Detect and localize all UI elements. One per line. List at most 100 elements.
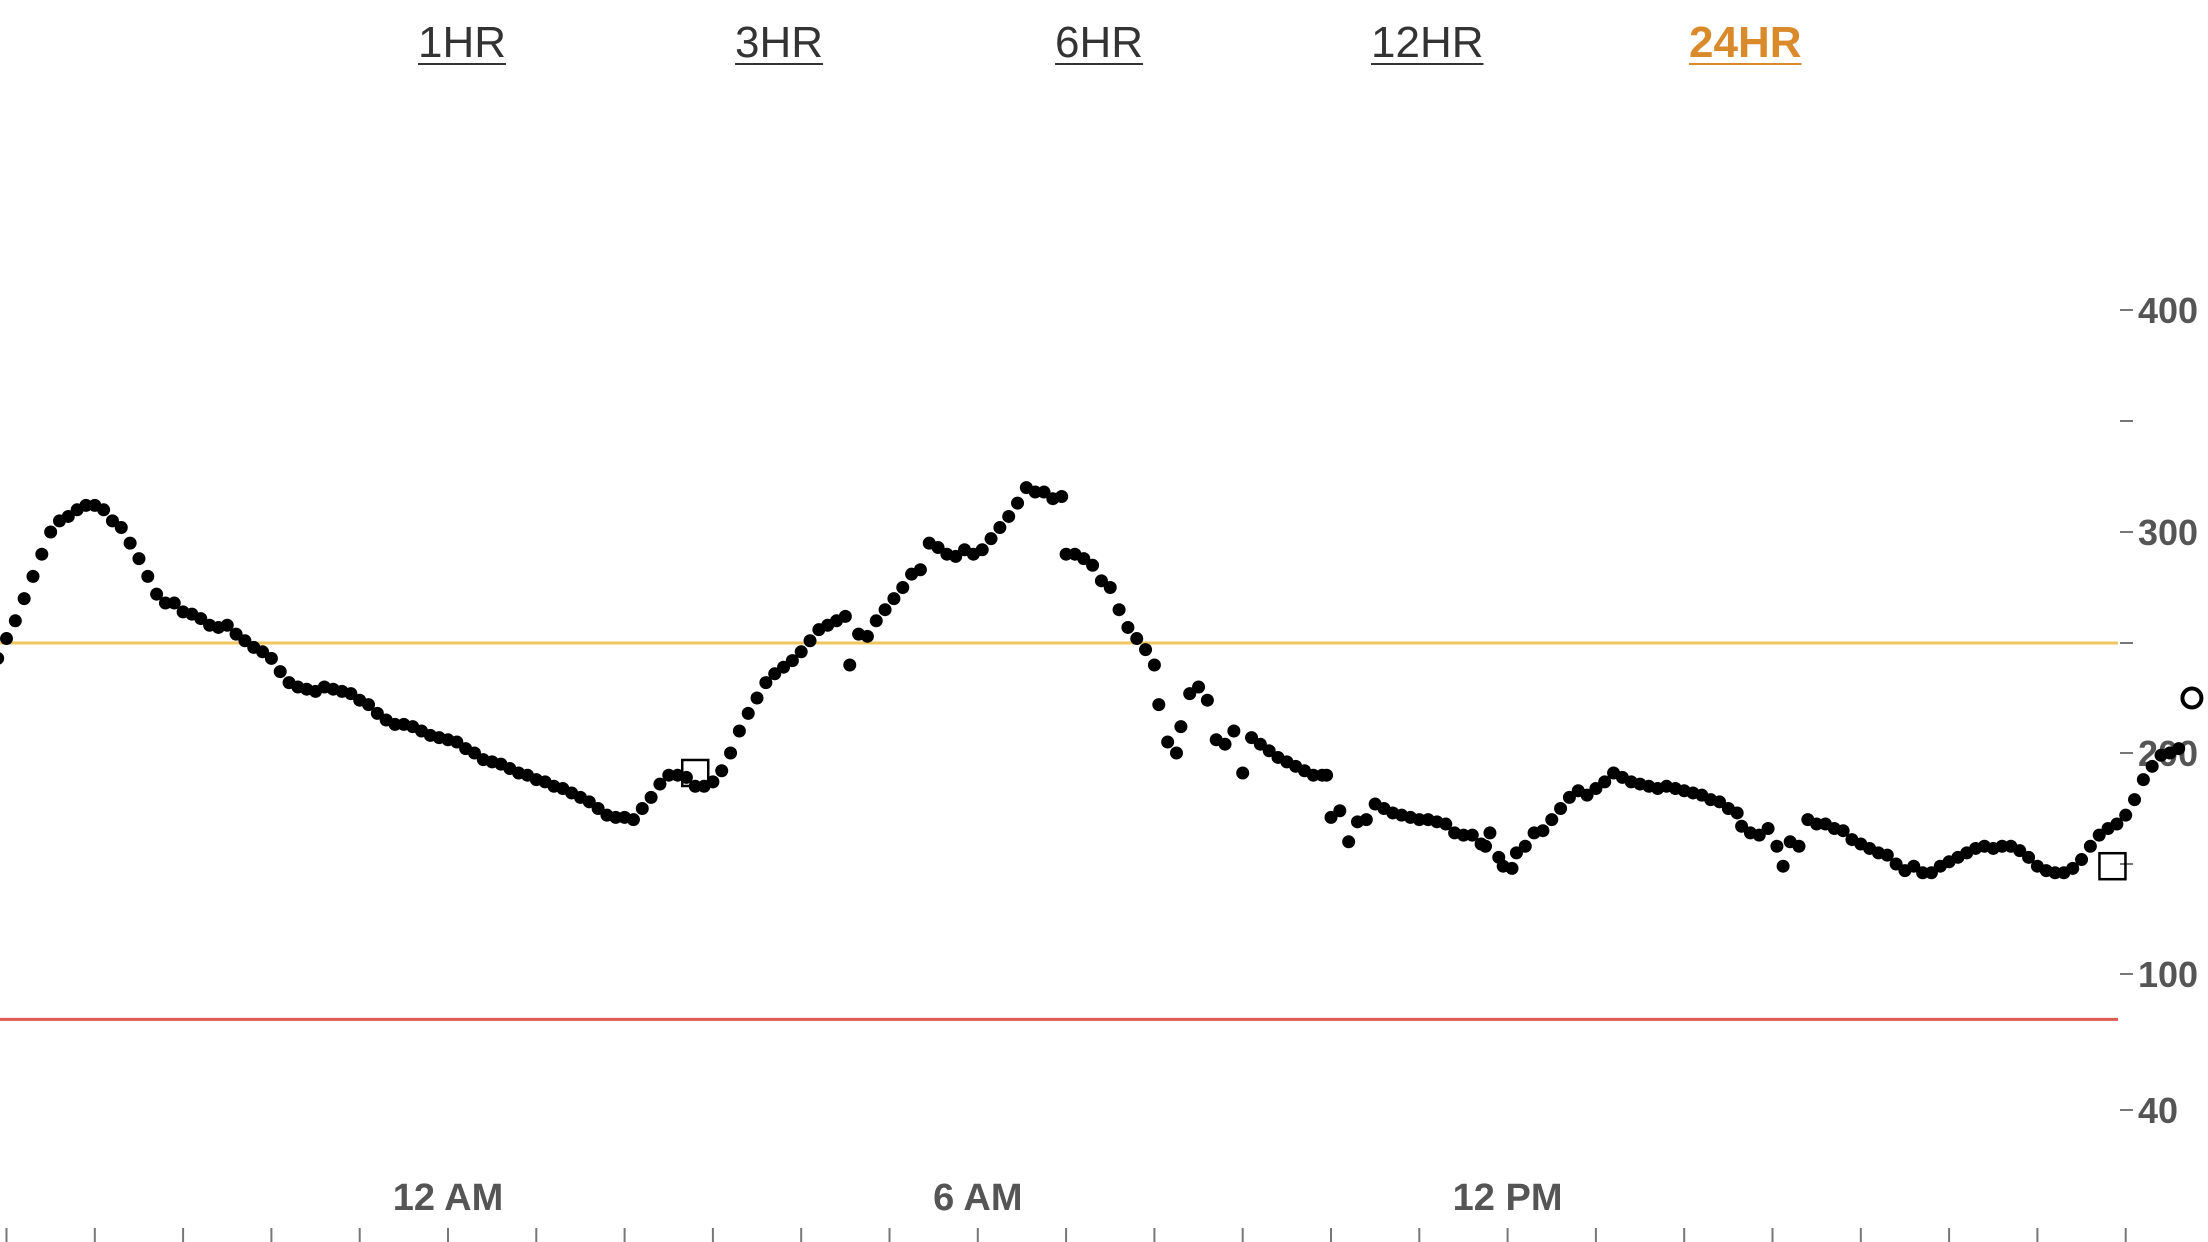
data-point bbox=[1907, 859, 1921, 873]
data-point bbox=[17, 592, 31, 606]
data-point bbox=[724, 746, 738, 760]
data-point bbox=[838, 609, 852, 623]
tab-3hr[interactable]: 3HR bbox=[735, 18, 824, 67]
data-point bbox=[1562, 790, 1576, 804]
data-point bbox=[105, 514, 119, 528]
data-point bbox=[1112, 603, 1126, 617]
data-point bbox=[1333, 804, 1347, 818]
tab-6hr[interactable]: 6HR bbox=[1055, 18, 1144, 67]
data-point bbox=[706, 775, 720, 789]
data-point bbox=[35, 547, 49, 561]
x-tick-label: 6 AM bbox=[933, 1177, 1022, 1219]
data-point bbox=[132, 552, 146, 566]
data-point bbox=[1262, 744, 1276, 758]
data-point bbox=[2092, 828, 2106, 842]
data-point bbox=[803, 634, 817, 648]
data-point bbox=[1545, 813, 1559, 827]
data-point bbox=[1086, 558, 1100, 572]
data-point bbox=[1245, 731, 1259, 745]
data-point bbox=[777, 660, 791, 674]
data-point bbox=[256, 645, 270, 659]
data-point bbox=[1011, 496, 1025, 510]
data-point bbox=[878, 603, 892, 617]
data-point bbox=[2110, 817, 2124, 831]
data-point bbox=[582, 795, 596, 809]
data-point bbox=[2066, 861, 2080, 875]
data-point bbox=[2128, 793, 2142, 807]
data-point bbox=[1735, 819, 1749, 833]
data-point bbox=[1589, 782, 1603, 796]
data-point bbox=[61, 509, 75, 523]
data-point bbox=[467, 746, 481, 760]
data-point bbox=[229, 627, 243, 641]
data-point bbox=[370, 706, 384, 720]
data-point bbox=[1792, 839, 1806, 853]
y-tick-label: 40 bbox=[2138, 1090, 2178, 1131]
data-point bbox=[220, 618, 234, 632]
data-point bbox=[1889, 857, 1903, 871]
data-point bbox=[194, 612, 208, 626]
data-point bbox=[759, 676, 773, 690]
data-point bbox=[114, 521, 128, 535]
data-point bbox=[1192, 680, 1206, 694]
data-point bbox=[626, 813, 640, 827]
threshold-lines bbox=[0, 641, 2118, 1021]
data-point bbox=[1439, 817, 1453, 831]
data-point bbox=[1037, 485, 1051, 499]
data-point bbox=[450, 735, 464, 749]
data-point bbox=[1169, 746, 1183, 760]
data-point bbox=[1770, 839, 1784, 853]
tab-12hr[interactable]: 12HR bbox=[1371, 18, 1484, 67]
x-tick-label: 12 AM bbox=[393, 1177, 504, 1219]
data-point bbox=[1518, 839, 1532, 853]
data-point bbox=[1752, 828, 1766, 842]
data-point bbox=[1253, 737, 1267, 751]
data-point bbox=[264, 651, 278, 665]
data-point bbox=[1236, 766, 1250, 780]
data-point bbox=[1509, 846, 1523, 860]
data-point bbox=[2083, 839, 2097, 853]
data-point bbox=[2119, 808, 2133, 822]
data-point bbox=[896, 581, 910, 594]
x-tick-label: 12 PM bbox=[1453, 1177, 1563, 1219]
data-point bbox=[975, 543, 989, 557]
data-point bbox=[1598, 775, 1612, 789]
data-point bbox=[1713, 795, 1727, 809]
data-point bbox=[238, 634, 252, 648]
tab-24hr[interactable]: 24HR bbox=[1689, 18, 1802, 67]
data-point bbox=[1836, 824, 1850, 838]
tab-1hr[interactable]: 1HR bbox=[418, 18, 507, 67]
x-axis: 12 AM 6 AM 12 PM bbox=[5, 1177, 2127, 1242]
data-point bbox=[2022, 850, 2036, 864]
data-point bbox=[0, 652, 5, 665]
data-point bbox=[913, 563, 927, 577]
data-point bbox=[1465, 828, 1479, 842]
data-point bbox=[2013, 844, 2027, 858]
data-point bbox=[167, 596, 181, 610]
data-point bbox=[1183, 687, 1197, 701]
data-point bbox=[715, 764, 729, 778]
data-point bbox=[1580, 788, 1594, 802]
data-point bbox=[1139, 643, 1153, 657]
data-point bbox=[2136, 773, 2150, 787]
data-point bbox=[887, 592, 901, 606]
data-point bbox=[1554, 802, 1568, 815]
calibration-marker bbox=[2098, 851, 2127, 881]
data-point bbox=[860, 629, 874, 643]
data-point bbox=[1324, 810, 1338, 824]
data-point bbox=[1152, 698, 1166, 712]
data-point bbox=[1479, 839, 1493, 853]
data-point bbox=[1002, 509, 1016, 523]
data-point bbox=[344, 687, 358, 701]
data-point bbox=[362, 698, 376, 712]
data-point bbox=[931, 541, 945, 555]
data-point bbox=[44, 525, 58, 539]
data-point bbox=[644, 790, 658, 804]
data-point bbox=[1359, 813, 1373, 827]
data-point bbox=[635, 802, 649, 815]
data-point bbox=[1536, 824, 1550, 838]
data-point bbox=[150, 587, 164, 601]
data-point bbox=[794, 645, 808, 659]
data-point bbox=[1342, 835, 1356, 849]
